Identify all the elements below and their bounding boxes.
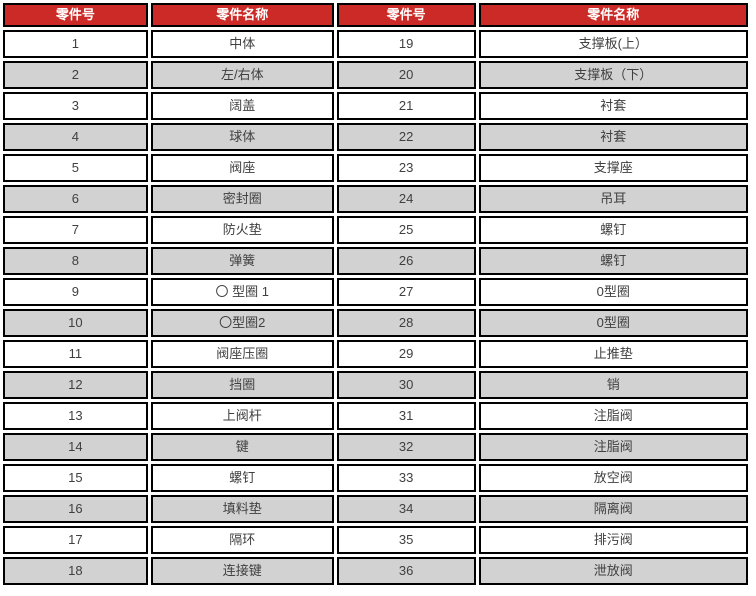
table-row: 7 防火垫 25 螺钉: [3, 216, 748, 244]
part-name-cell: 支撑板（下）: [478, 61, 748, 89]
part-number-cell: 5: [3, 154, 148, 182]
part-name-cell: 球体: [150, 123, 334, 151]
part-number-cell: 26: [336, 247, 476, 275]
table-row: 9 〇 型圈 1 27 0型圈: [3, 278, 748, 306]
table-row: 10 〇型圈2 28 0型圈: [3, 309, 748, 337]
part-number-cell: 31: [336, 402, 476, 430]
part-name-cell: 衬套: [478, 92, 748, 120]
part-name-cell: 〇 型圈 1: [150, 278, 334, 306]
table-row: 14 键 32 注脂阀: [3, 433, 748, 461]
part-name-cell: 阀座压圈: [150, 340, 334, 368]
part-name-cell: 注脂阀: [478, 402, 748, 430]
table-row: 16 填料垫 34 隔离阀: [3, 495, 748, 523]
part-number-cell: 12: [3, 371, 148, 399]
part-name-cell: 吊耳: [478, 185, 748, 213]
part-name-cell: 左/右体: [150, 61, 334, 89]
part-number-cell: 4: [3, 123, 148, 151]
part-name-cell: 中体: [150, 30, 334, 58]
part-number-cell: 7: [3, 216, 148, 244]
part-number-cell: 27: [336, 278, 476, 306]
part-name-cell: 上阀杆: [150, 402, 334, 430]
part-number-cell: 3: [3, 92, 148, 120]
part-number-cell: 16: [3, 495, 148, 523]
part-name-cell: 注脂阀: [478, 433, 748, 461]
part-name-cell: 螺钉: [478, 247, 748, 275]
part-number-cell: 30: [336, 371, 476, 399]
part-number-cell: 10: [3, 309, 148, 337]
part-number-cell: 33: [336, 464, 476, 492]
part-name-cell: 挡圈: [150, 371, 334, 399]
part-number-cell: 14: [3, 433, 148, 461]
table-row: 18 连接键 36 泄放阀: [3, 557, 748, 585]
part-number-cell: 35: [336, 526, 476, 554]
table-row: 2 左/右体 20 支撑板（下）: [3, 61, 748, 89]
header-part-number-left: 零件号: [3, 3, 148, 27]
part-number-cell: 9: [3, 278, 148, 306]
part-number-cell: 34: [336, 495, 476, 523]
part-name-cell: 阀座: [150, 154, 334, 182]
part-name-cell: 0型圈: [478, 278, 748, 306]
part-name-cell: 键: [150, 433, 334, 461]
part-number-cell: 25: [336, 216, 476, 244]
part-number-cell: 1: [3, 30, 148, 58]
part-number-cell: 23: [336, 154, 476, 182]
part-number-cell: 2: [3, 61, 148, 89]
part-name-cell: 螺钉: [478, 216, 748, 244]
part-number-cell: 28: [336, 309, 476, 337]
part-name-cell: 止推垫: [478, 340, 748, 368]
part-number-cell: 8: [3, 247, 148, 275]
table-row: 3 阔盖 21 衬套: [3, 92, 748, 120]
part-number-cell: 32: [336, 433, 476, 461]
part-name-cell: 阔盖: [150, 92, 334, 120]
part-number-cell: 24: [336, 185, 476, 213]
part-number-cell: 22: [336, 123, 476, 151]
part-number-cell: 29: [336, 340, 476, 368]
table-row: 1 中体 19 支撑板(上）: [3, 30, 748, 58]
table-row: 12 挡圈 30 销: [3, 371, 748, 399]
part-name-cell: 隔环: [150, 526, 334, 554]
table-row: 11 阀座压圈 29 止推垫: [3, 340, 748, 368]
part-name-cell: 衬套: [478, 123, 748, 151]
table-row: 17 隔环 35 排污阀: [3, 526, 748, 554]
table-row: 4 球体 22 衬套: [3, 123, 748, 151]
part-number-cell: 21: [336, 92, 476, 120]
table-row: 13 上阀杆 31 注脂阀: [3, 402, 748, 430]
part-name-cell: 泄放阀: [478, 557, 748, 585]
part-name-cell: 填料垫: [150, 495, 334, 523]
part-name-cell: 弹簧: [150, 247, 334, 275]
part-number-cell: 18: [3, 557, 148, 585]
table-row: 6 密封圈 24 吊耳: [3, 185, 748, 213]
part-number-cell: 15: [3, 464, 148, 492]
part-number-cell: 36: [336, 557, 476, 585]
part-name-cell: 排污阀: [478, 526, 748, 554]
header-row: 零件号 零件名称 零件号 零件名称: [3, 3, 748, 27]
header-part-name-right: 零件名称: [478, 3, 748, 27]
part-name-cell: 〇型圈2: [150, 309, 334, 337]
part-name-cell: 密封圈: [150, 185, 334, 213]
part-number-cell: 13: [3, 402, 148, 430]
part-name-cell: 支撑板(上）: [478, 30, 748, 58]
part-number-cell: 20: [336, 61, 476, 89]
part-name-cell: 螺钉: [150, 464, 334, 492]
table-row: 15 螺钉 33 放空阀: [3, 464, 748, 492]
header-part-name-left: 零件名称: [150, 3, 334, 27]
part-name-cell: 0型圈: [478, 309, 748, 337]
part-name-cell: 支撑座: [478, 154, 748, 182]
part-number-cell: 11: [3, 340, 148, 368]
part-number-cell: 19: [336, 30, 476, 58]
header-part-number-right: 零件号: [336, 3, 476, 27]
part-name-cell: 放空阀: [478, 464, 748, 492]
part-number-cell: 17: [3, 526, 148, 554]
table-row: 5 阀座 23 支撑座: [3, 154, 748, 182]
part-name-cell: 连接键: [150, 557, 334, 585]
part-name-cell: 防火垫: [150, 216, 334, 244]
part-number-cell: 6: [3, 185, 148, 213]
part-name-cell: 销: [478, 371, 748, 399]
part-name-cell: 隔离阀: [478, 495, 748, 523]
table-row: 8 弹簧 26 螺钉: [3, 247, 748, 275]
